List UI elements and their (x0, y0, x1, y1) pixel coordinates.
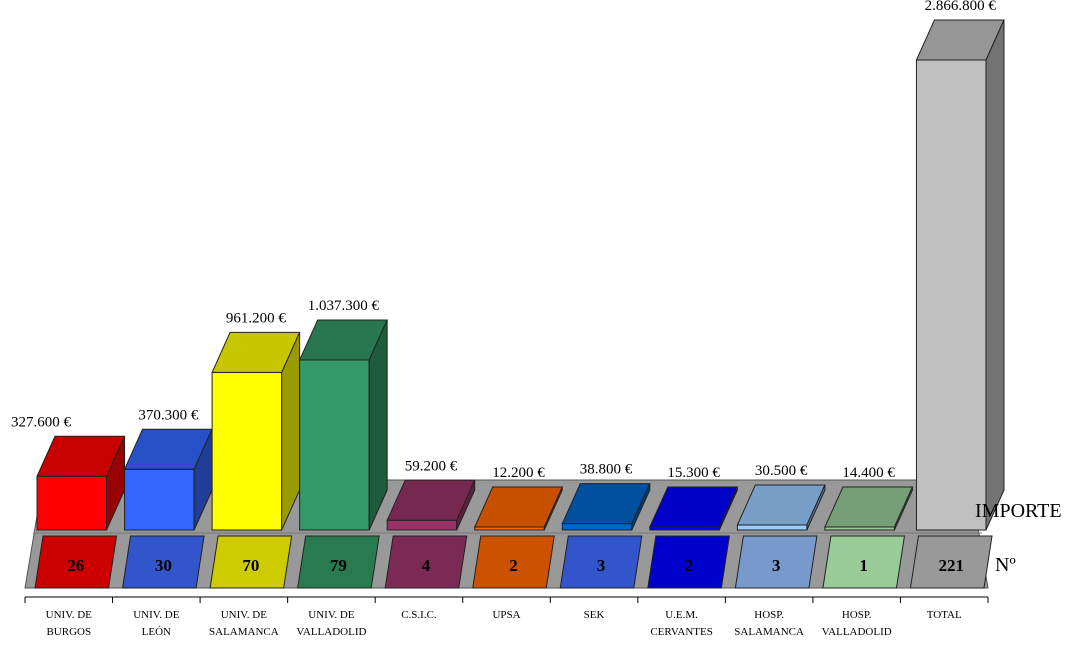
series-label-count: Nº (995, 554, 1016, 576)
importe-bar (915, 59, 987, 531)
x-tick-label: BURGOS (46, 626, 91, 638)
count-tile (647, 535, 730, 589)
importe-value-label: 12.200 € (492, 465, 545, 481)
count-tile (121, 535, 205, 589)
count-tile (734, 535, 818, 589)
importe-bar-side (718, 486, 738, 531)
x-tick-label: U.E.M. (665, 609, 698, 621)
count-tile (297, 535, 380, 589)
count-label: 4 (422, 556, 431, 575)
importe-value-label: 2.866.800 € (925, 0, 997, 14)
x-tick-label: CERVANTES (650, 626, 712, 638)
count-label: 3 (597, 556, 606, 575)
x-tick-label: SALAMANCA (734, 626, 804, 638)
importe-value-label: 59.200 € (405, 458, 458, 474)
count-series: 26 30 70 79 4 2 3 2 3 1 221 (34, 535, 993, 589)
importe-value-label: 38.800 € (580, 462, 633, 478)
count-label: 221 (938, 556, 964, 575)
importe-value-label: 15.300 € (667, 465, 720, 481)
x-tick-label: UNIV. DE (308, 609, 355, 621)
x-tick-label: VALLADOLID (296, 626, 366, 638)
x-tick-label: TOTAL (927, 609, 962, 621)
importe-value-label: 14.400 € (842, 465, 895, 481)
importe-value-label: 370.300 € (138, 407, 199, 423)
x-tick-label: UNIV. DE (221, 609, 268, 621)
x-tick-label: SEK (584, 609, 605, 621)
category-axis: UNIV. DE BURGOS UNIV. DE LEÓN UNIV. DE SALAMA… (24, 596, 989, 638)
importe-value-label: 30.500 € (755, 463, 808, 479)
count-tile (472, 535, 555, 589)
count-label: 2 (509, 556, 518, 575)
count-tile (822, 535, 906, 589)
importe-bar (736, 524, 808, 531)
importe-bar (299, 359, 370, 531)
x-tick-label: SALAMANCA (209, 626, 279, 638)
x-tick-label: UNIV. DE (133, 609, 180, 621)
importe-bar-side (631, 483, 651, 531)
count-label: 79 (330, 556, 347, 575)
x-tick-label: UPSA (492, 609, 520, 621)
count-tile (209, 535, 293, 589)
importe-value-label: 961.200 € (226, 310, 287, 326)
x-tick-label: VALLADOLID (822, 626, 892, 638)
importe-bar (124, 468, 195, 531)
x-tick-label: LEÓN (142, 626, 171, 638)
count-tile (384, 535, 468, 589)
x-tick-label: C.S.I.C. (401, 609, 437, 621)
count-label: 26 (67, 556, 84, 575)
importe-bar (36, 475, 108, 531)
x-tick-label: HOSP. (842, 609, 872, 621)
count-label: 70 (242, 556, 259, 575)
importe-bar-side (985, 19, 1005, 531)
importe-bar-side (456, 480, 476, 531)
importe-value-label: 1.037.300 € (308, 298, 380, 314)
importe-bar-side (893, 486, 913, 531)
count-label: 2 (684, 556, 693, 575)
count-tile (909, 535, 993, 589)
x-tick-label: UNIV. DE (46, 609, 93, 621)
importe-bar (561, 523, 633, 531)
x-tick-label: HOSP. (754, 609, 784, 621)
importe-bar (211, 371, 283, 531)
count-label: 30 (155, 556, 172, 575)
importe-bar-side (806, 484, 826, 531)
importe-bar (386, 519, 458, 531)
importe-series: 327.600 € 370.300 € 961.200 € 1.037.300 € 59… (11, 0, 1005, 531)
count-tile (34, 535, 118, 589)
series-label-importe: IMPORTE (975, 500, 1062, 522)
importe-value-label: 327.600 € (11, 414, 72, 430)
importe-bar-side (368, 319, 388, 531)
importe-bar-side (543, 486, 563, 531)
count-tile (559, 535, 643, 589)
count-label: 1 (859, 556, 868, 575)
count-label: 3 (772, 556, 781, 575)
